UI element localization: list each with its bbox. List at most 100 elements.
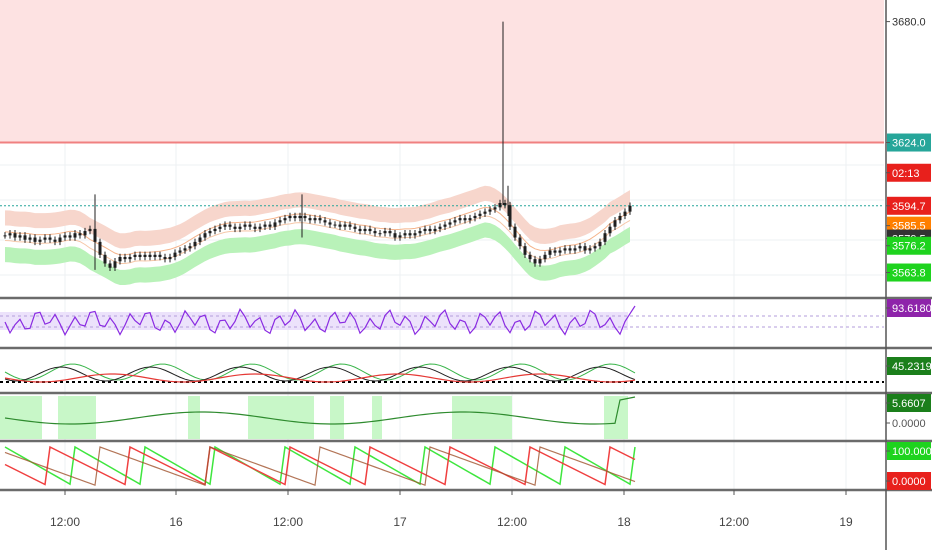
price-label-6: 3576.2 xyxy=(886,236,931,255)
candle-body xyxy=(518,237,522,247)
candle-body xyxy=(123,256,127,260)
candle-body xyxy=(108,263,112,268)
candles-group xyxy=(3,199,632,272)
lower-green-band xyxy=(5,222,630,286)
candle-body xyxy=(603,233,607,242)
candle-body xyxy=(233,226,237,229)
saw-max-label: 100.0000 xyxy=(886,442,932,460)
price-label-2-bg xyxy=(887,163,931,182)
candle-body xyxy=(458,218,462,221)
candle-body xyxy=(308,218,312,221)
candle-body xyxy=(118,256,122,262)
candle-body xyxy=(223,224,227,227)
saw-green-line xyxy=(4,445,636,486)
candle-body xyxy=(188,246,192,249)
candle-body xyxy=(583,246,587,251)
trend-value-label-text: 5.6607 xyxy=(892,398,926,410)
candle-body xyxy=(503,202,507,206)
candle-body xyxy=(248,224,252,227)
stoch-value-label: 45.2319 xyxy=(886,357,932,375)
candle-body xyxy=(253,226,257,229)
candle-body xyxy=(143,254,147,257)
candle-body xyxy=(313,218,317,221)
candle-body xyxy=(218,226,222,229)
candle-body xyxy=(623,211,627,216)
candle-body xyxy=(323,220,327,223)
candle-body xyxy=(423,228,427,232)
candle-body xyxy=(8,233,12,236)
candle-body xyxy=(353,226,357,229)
candle-body xyxy=(553,250,557,253)
rsi-value-label: 93.6180 xyxy=(886,299,932,317)
candle-body xyxy=(113,261,117,268)
time-label-2: 12:00 xyxy=(273,515,303,529)
time-label-5: 18 xyxy=(617,515,631,529)
candle-body xyxy=(578,246,582,249)
candle-body xyxy=(543,254,547,260)
trend-value-label-bg xyxy=(887,394,931,412)
trend-fill-block-2 xyxy=(188,396,200,439)
price-label-2-text: 02:13 xyxy=(892,168,920,180)
candle-body xyxy=(243,224,247,227)
candle-body xyxy=(238,226,242,229)
candle-body xyxy=(343,224,347,227)
candle-body xyxy=(613,220,617,227)
candle-body xyxy=(498,202,502,208)
stoch-red-line xyxy=(4,373,636,383)
candle-body xyxy=(593,246,597,249)
mid-band-line xyxy=(4,206,631,256)
candle-body xyxy=(18,235,22,238)
candle-body xyxy=(148,254,152,257)
candle-body xyxy=(263,224,267,227)
stoch-black-line xyxy=(4,366,636,382)
candle-body xyxy=(38,239,42,242)
candle-body xyxy=(448,222,452,225)
candle-body xyxy=(608,226,612,234)
saw-max-label-text: 100.0000 xyxy=(892,446,932,458)
candle-body xyxy=(43,237,47,240)
price-label-3-text: 3594.7 xyxy=(892,201,926,213)
candle-body xyxy=(63,235,67,238)
candle-body xyxy=(393,233,397,238)
price-label-2: 02:13 xyxy=(886,163,931,182)
saw-max-label-bg xyxy=(887,442,931,460)
candle-body xyxy=(628,205,632,212)
candle-body xyxy=(23,235,27,240)
time-label-4: 12:00 xyxy=(497,515,527,529)
candle-body xyxy=(528,254,532,260)
candle-body xyxy=(73,233,77,238)
candle-body xyxy=(618,215,622,221)
candle-body xyxy=(283,218,287,221)
rsi-value-label-text: 93.6180 xyxy=(892,303,932,315)
trend-zero-label-text: 0.0000 xyxy=(892,418,926,430)
trend-fill-block-0 xyxy=(0,396,42,439)
candle-body xyxy=(463,218,467,221)
candle-body xyxy=(78,233,82,236)
trend-fill-block-5 xyxy=(372,396,382,439)
candle-body xyxy=(178,250,182,253)
saw-red-line xyxy=(4,445,636,486)
candle-body xyxy=(133,254,137,257)
candle-body xyxy=(288,215,292,219)
candle-body xyxy=(98,241,102,255)
candle-body xyxy=(158,254,162,257)
saw-min-label-bg xyxy=(887,472,931,490)
candle-body xyxy=(588,248,592,251)
candle-body xyxy=(273,222,277,227)
candle-body xyxy=(333,224,337,226)
time-label-1: 16 xyxy=(169,515,183,529)
price-label-1-text: 3624.0 xyxy=(892,138,926,150)
stoch-green-line xyxy=(4,363,636,381)
time-label-6: 12:00 xyxy=(719,515,749,529)
candle-body xyxy=(138,254,142,257)
candle-body xyxy=(548,250,552,255)
candle-body xyxy=(128,256,132,260)
candle-body xyxy=(443,224,447,227)
candle-body xyxy=(208,231,212,234)
candle-body xyxy=(348,224,352,227)
candle-body xyxy=(533,259,537,264)
price-label-6-text: 3576.2 xyxy=(892,241,926,253)
candle-body xyxy=(58,237,62,242)
